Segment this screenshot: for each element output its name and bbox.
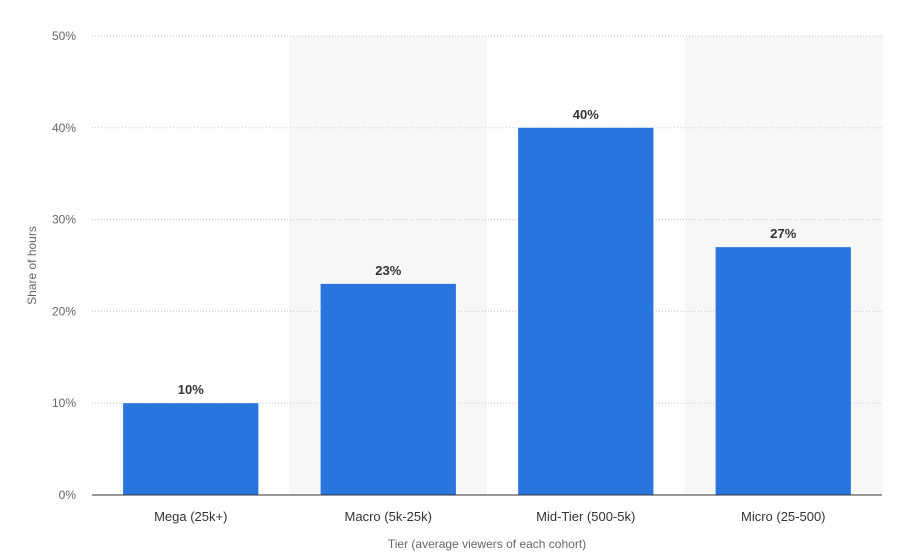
x-tick-label: Mid-Tier (500-5k): [536, 509, 635, 524]
bar[interactable]: [320, 283, 456, 495]
bar[interactable]: [715, 247, 851, 495]
data-label: 10%: [178, 382, 204, 397]
y-axis-ticks: 0% 10% 20% 30% 40% 50%: [52, 29, 76, 502]
bar[interactable]: [123, 403, 259, 495]
data-labels: 10% 23% 40% 27%: [178, 107, 797, 397]
y-axis-title: Share of hours: [25, 226, 39, 305]
bars: [123, 127, 851, 496]
y-tick-label: 30%: [52, 213, 76, 227]
y-tick-label: 50%: [52, 29, 76, 43]
x-axis-title: Tier (average viewers of each cohort): [388, 537, 586, 551]
y-tick-label: 0%: [59, 488, 77, 502]
y-tick-label: 10%: [52, 396, 76, 410]
x-tick-label: Mega (25k+): [154, 509, 227, 524]
data-label: 27%: [770, 226, 796, 241]
x-tick-label: Macro (5k-25k): [345, 509, 432, 524]
x-axis-categories: Mega (25k+) Macro (5k-25k) Mid-Tier (500-5…: [154, 509, 825, 524]
x-tick-label: Micro (25-500): [741, 509, 826, 524]
bar[interactable]: [518, 127, 654, 496]
y-tick-label: 20%: [52, 304, 76, 318]
data-label: 23%: [375, 263, 401, 278]
y-tick-label: 40%: [52, 121, 76, 135]
data-label: 40%: [573, 107, 599, 122]
